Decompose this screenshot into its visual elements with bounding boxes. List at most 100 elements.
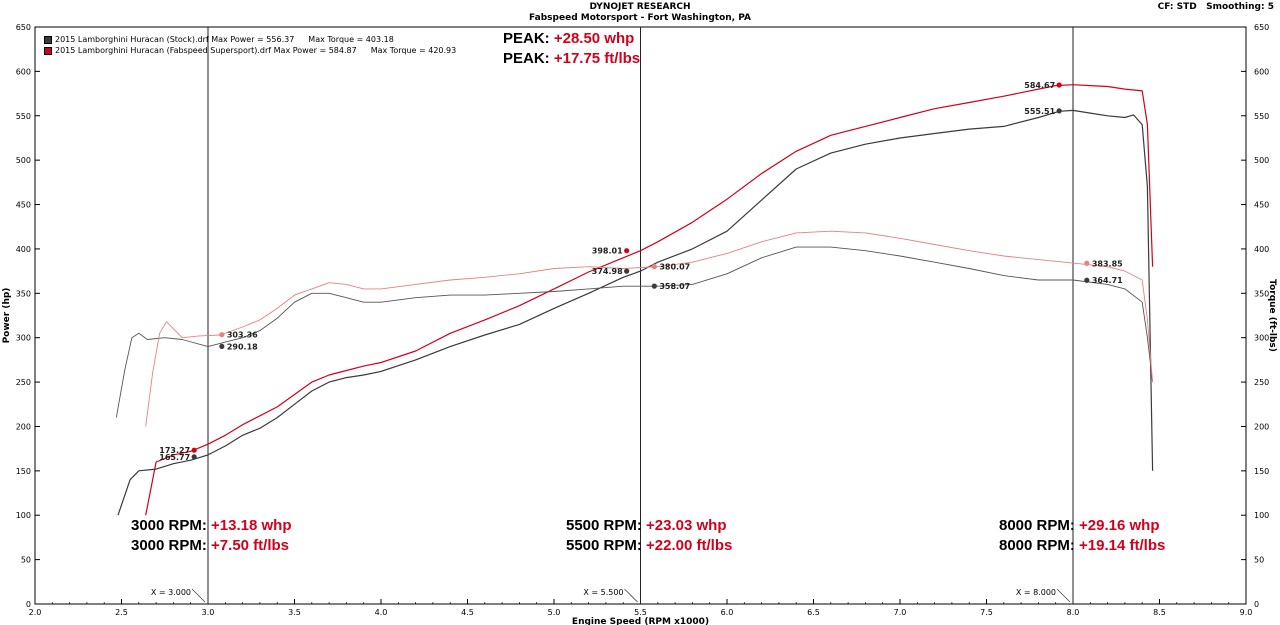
y2-tick-label: 200 bbox=[1254, 422, 1269, 431]
callout-value: +17.75 ft/lbs bbox=[553, 50, 641, 67]
x-tick-label: 2.0 bbox=[29, 608, 42, 617]
legend-max-torque: Max Torque = 403.18 bbox=[308, 35, 394, 44]
legend-name: 2015 Lamborghini Huracan (Stock).drf bbox=[55, 35, 209, 44]
x-tick-label: 5.5 bbox=[634, 608, 647, 617]
chart-subtitle: Fabspeed Motorsport - Fort Washington, P… bbox=[529, 13, 751, 23]
rpm5500-power-callout: 5500 RPM: +23.03 whp bbox=[566, 517, 727, 534]
y2-tick-label: 50 bbox=[1254, 556, 1264, 565]
callout-label: 3000 RPM: bbox=[131, 517, 207, 534]
callout-value: +28.50 whp bbox=[553, 30, 635, 47]
x-tick-label: 7.0 bbox=[894, 608, 907, 617]
value-marker-dot bbox=[191, 454, 197, 460]
value-marker-dot bbox=[219, 332, 225, 338]
value-marker-dot bbox=[1084, 277, 1090, 283]
legend-swatch-stock bbox=[44, 35, 52, 44]
peak-power-callout: PEAK: +28.50 whp bbox=[503, 30, 634, 47]
peak-torque-callout: PEAK: +17.75 ft/lbs bbox=[503, 50, 640, 67]
value-marker-label: 303.36 bbox=[227, 331, 258, 340]
x-tick-label: 4.5 bbox=[461, 608, 474, 617]
y2-tick-label: 150 bbox=[1254, 467, 1269, 476]
y-tick-label: 250 bbox=[16, 378, 31, 387]
x-tick-label: 3.0 bbox=[202, 608, 215, 617]
value-marker-label: 383.85 bbox=[1092, 259, 1123, 268]
cursor-label: X = 5.500 bbox=[583, 588, 623, 597]
value-marker-label: 380.07 bbox=[659, 263, 690, 272]
x-tick-label: 4.0 bbox=[375, 608, 388, 617]
y2-tick-label: 100 bbox=[1254, 511, 1269, 520]
value-marker-label: 374.98 bbox=[592, 267, 623, 276]
x-axis-label: Engine Speed (RPM x1000) bbox=[572, 617, 709, 625]
rpm3000-torque-callout: 3000 RPM: +7.50 ft/lbs bbox=[131, 537, 289, 554]
callout-label: 5500 RPM: bbox=[566, 537, 642, 554]
value-marker-label: 165.77 bbox=[159, 453, 190, 462]
callout-value: +19.14 ft/lbs bbox=[1079, 537, 1166, 554]
cursor-label: X = 8.000 bbox=[1016, 588, 1056, 597]
y-tick-label: 0 bbox=[26, 600, 31, 609]
y-tick-label: 550 bbox=[16, 112, 31, 121]
y-tick-label: 150 bbox=[16, 467, 31, 476]
series-lines bbox=[115, 84, 1154, 516]
cursor-pointer bbox=[624, 588, 638, 603]
y-tick-label: 350 bbox=[16, 289, 31, 298]
x-tick-label: 8.0 bbox=[1067, 608, 1080, 617]
rpm5500-torque-callout: 5500 RPM: +22.00 ft/lbs bbox=[566, 537, 732, 554]
value-marker-label: 173.27 bbox=[159, 446, 190, 455]
x-tick-label: 9.0 bbox=[1240, 608, 1253, 617]
callout-label: 5500 RPM: bbox=[566, 517, 642, 534]
value-marker-label: 364.71 bbox=[1092, 276, 1123, 285]
y2-tick-label: 500 bbox=[1254, 156, 1269, 165]
y2-tick-label: 350 bbox=[1254, 289, 1269, 298]
y-axis-label: Power (hp) bbox=[2, 288, 12, 344]
y-tick-label: 300 bbox=[16, 334, 31, 343]
series-power-fabspeed bbox=[145, 84, 1154, 516]
legend-max-power: Max Power = 556.37 bbox=[211, 35, 295, 44]
callout-label: PEAK: bbox=[503, 50, 550, 67]
callout-value: +7.50 ft/lbs bbox=[211, 537, 289, 554]
cursor-label: X = 3.000 bbox=[151, 588, 191, 597]
value-marker-dot bbox=[1056, 82, 1062, 88]
value-marker-dot bbox=[651, 264, 657, 270]
callout-label: PEAK: bbox=[503, 30, 550, 47]
legend-max-torque: Max Torque = 420.93 bbox=[370, 46, 457, 55]
value-marker-dot bbox=[219, 343, 225, 350]
value-marker-dot bbox=[651, 283, 657, 289]
value-marker-label: 358.07 bbox=[659, 282, 690, 291]
y-tick-label: 450 bbox=[16, 201, 31, 210]
legend: 2015 Lamborghini Huracan (Stock).drf Max… bbox=[44, 34, 456, 56]
y2-tick-label: 450 bbox=[1254, 201, 1269, 210]
y2-tick-label: 400 bbox=[1254, 245, 1269, 254]
y2-tick-label: 300 bbox=[1254, 334, 1269, 343]
value-marker-label: 398.01 bbox=[592, 247, 623, 256]
x-tick-label: 6.5 bbox=[807, 608, 820, 617]
y2-axis-label: Torque (ft-lbs) bbox=[1267, 279, 1277, 352]
callout-value: +13.18 whp bbox=[211, 517, 292, 534]
legend-name: 2015 Lamborghini Huracan (Fabspeed Super… bbox=[55, 46, 272, 55]
value-marker-dot bbox=[1056, 108, 1062, 114]
y2-tick-label: 550 bbox=[1254, 112, 1269, 121]
value-marker-dot bbox=[1084, 260, 1090, 266]
x-tick-label: 7.5 bbox=[980, 608, 993, 617]
y-tick-label: 600 bbox=[16, 67, 31, 76]
callout-value: +29.16 whp bbox=[1079, 517, 1160, 534]
y2-tick-label: 600 bbox=[1254, 67, 1269, 76]
x-tick-label: 3.5 bbox=[288, 608, 301, 617]
series-power-stock bbox=[117, 109, 1154, 516]
callout-label: 3000 RPM: bbox=[131, 537, 207, 554]
legend-item: 2015 Lamborghini Huracan (Fabspeed Super… bbox=[44, 45, 456, 56]
y2-tick-label: 650 bbox=[1254, 23, 1269, 32]
callout-value: +23.03 whp bbox=[646, 517, 727, 534]
chart-title: DYNOJET RESEARCH bbox=[589, 2, 691, 12]
y-tick-label: 200 bbox=[16, 422, 31, 431]
series-torque-fabspeed bbox=[145, 230, 1154, 427]
y-tick-label: 400 bbox=[16, 245, 31, 254]
legend-max-power: Max Power = 584.87 bbox=[273, 46, 357, 55]
x-tick-label: 8.5 bbox=[1153, 608, 1166, 617]
callout-label: 8000 RPM: bbox=[999, 517, 1075, 534]
rpm8000-torque-callout: 8000 RPM: +19.14 ft/lbs bbox=[999, 537, 1165, 554]
cursor-pointer bbox=[191, 588, 206, 603]
value-marker-dot bbox=[624, 268, 630, 274]
rpm8000-power-callout: 8000 RPM: +29.16 whp bbox=[999, 517, 1160, 534]
y-tick-label: 100 bbox=[16, 511, 31, 520]
